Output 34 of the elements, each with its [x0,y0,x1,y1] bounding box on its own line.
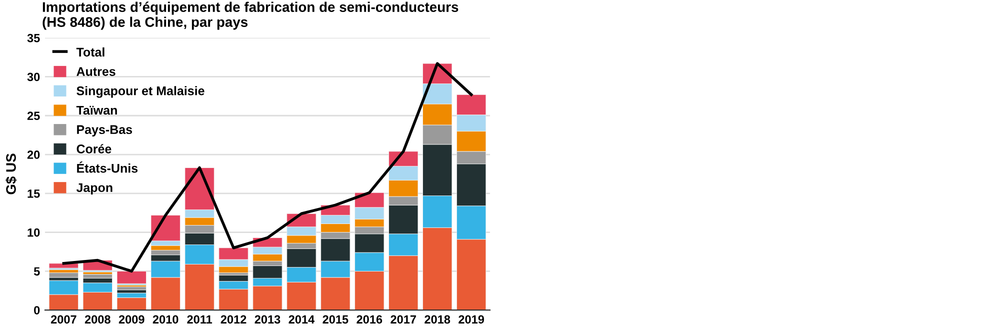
y-tick-label: 35 [27,34,40,42]
x-tick-label: 2015 [322,315,348,324]
legend-label: États-Unis [77,162,138,173]
x-tick-label: 2009 [118,315,144,324]
legend-label: Total [76,47,104,57]
line-series [62,62,473,273]
x-tick-label: 2014 [288,315,315,324]
x-tick-label: 2011 [187,315,212,324]
y-tick-label: 10 [28,228,40,237]
x-tick-label: 2018 [424,315,450,324]
x-tick-label: 2013 [254,315,280,324]
x-tick-label: 2016 [356,315,382,324]
x-tick-label: 2008 [84,315,110,324]
y-tick-label: 20 [27,150,40,159]
legend-label: Taïwan [76,106,117,115]
legend-label: Autres [76,67,116,76]
legend-label: Pays-Bas [77,125,132,136]
y-tick-label: 5 [34,267,40,276]
y-axis-title: G$ US [5,154,17,194]
x-tick-label: 2019 [458,315,484,324]
y-tick-label: 30 [27,72,40,82]
bar [116,297,146,310]
x-tick-label: 2012 [220,315,246,324]
x-tick-label: 2007 [50,315,76,324]
x-tick-label: 2010 [152,315,178,324]
bar [116,270,146,284]
y-tick-label: 25 [27,112,40,120]
legend-label: Singapour et Malaisie [76,86,204,98]
x-tick-label: 2017 [390,315,416,324]
legend-label: Japon [76,183,112,195]
legend-label: Corée [76,144,112,154]
y-tick-label: 15 [28,190,40,198]
chart-title: Importations d’équipement de fabrication de semi-conducteurs (HS 8486) de la Chine, par pays [42,2,458,30]
y-tick-label: 0 [34,306,40,314]
